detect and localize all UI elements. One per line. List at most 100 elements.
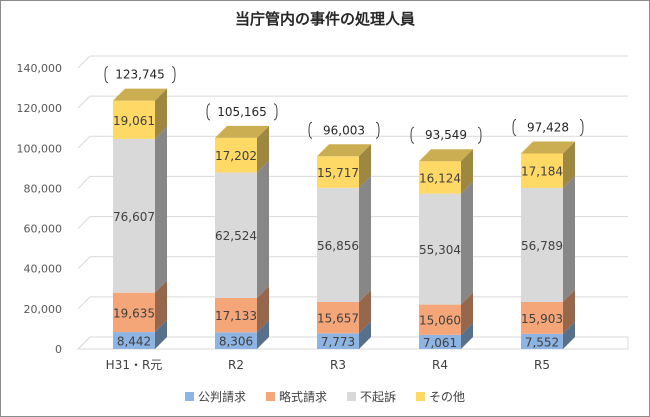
x-tick-label: R2 (228, 358, 244, 372)
bar-segment (521, 333, 563, 349)
gridline (77, 55, 628, 69)
bar-side (257, 320, 269, 349)
data-label: 55,304 (419, 243, 461, 257)
bar-top (215, 125, 269, 138)
bar-segment (521, 187, 563, 302)
total-label-group: 97,428 (512, 118, 584, 136)
legend-label: その他 (429, 390, 466, 404)
bar-side (257, 160, 269, 298)
data-label: 15,717 (317, 166, 359, 180)
bar-side (155, 126, 167, 293)
data-label: 7,061 (423, 336, 457, 350)
bar-segment (113, 332, 155, 349)
x-tick-label: R4 (432, 358, 448, 372)
bar-top (419, 149, 473, 162)
bar-side (155, 88, 167, 139)
total-bracket-right (273, 103, 278, 121)
bar-stack (317, 144, 371, 349)
bar-stack (419, 149, 473, 349)
total-label-group: 96,003 (308, 121, 380, 139)
x-tick-label: H31・R元 (106, 358, 163, 372)
total-label-group: 123,745 (104, 66, 176, 84)
data-label: 17,202 (215, 149, 257, 163)
y-tick-label: 100,000 (17, 142, 63, 155)
total-label: 93,549 (425, 128, 467, 142)
bar-stack (215, 125, 269, 349)
bar-segment (113, 138, 155, 293)
bar-side (563, 141, 575, 188)
legend-item: 公判請求 (184, 388, 246, 405)
data-label: 16,124 (419, 171, 461, 185)
bar-segment (419, 161, 461, 194)
bar-top (113, 88, 167, 101)
data-label: 8,306 (219, 335, 253, 349)
bar-side (155, 320, 167, 349)
bar-segment (317, 333, 359, 349)
gridline (77, 95, 628, 109)
data-label: 7,552 (525, 335, 559, 349)
bar-segment (521, 301, 563, 334)
total-bracket-right (579, 118, 584, 136)
data-label: 56,856 (317, 239, 359, 253)
total-label-group: 93,549 (410, 126, 482, 144)
data-label: 7,773 (321, 335, 355, 349)
legend-swatch (347, 392, 356, 401)
bar-side (461, 149, 473, 194)
bar-side (563, 289, 575, 334)
total-bracket-right (171, 66, 176, 84)
bar-side (155, 280, 167, 333)
data-label: 56,789 (521, 239, 563, 253)
y-tick-label: 40,000 (24, 263, 63, 276)
bar-side (563, 321, 575, 349)
x-tick-label: R3 (330, 358, 346, 372)
bar-stack (113, 88, 167, 349)
legend-item: その他 (416, 388, 465, 405)
bar-top (521, 141, 575, 154)
x-tick-label: R5 (534, 358, 550, 372)
y-tick-label: 80,000 (24, 182, 63, 195)
total-label: 123,745 (115, 68, 165, 82)
total-bracket-left (512, 118, 517, 136)
total-bracket-right (375, 121, 380, 139)
legend-label: 公判請求 (197, 390, 246, 404)
y-tick-label: 20,000 (24, 303, 63, 316)
y-tick-label: 60,000 (24, 223, 63, 236)
legend-label: 不起訴 (360, 390, 397, 404)
bar-side (461, 322, 473, 349)
bar-side (461, 292, 473, 335)
data-label: 76,607 (113, 210, 155, 224)
total-bracket-left (206, 103, 211, 121)
y-tick-label: 120,000 (17, 102, 63, 115)
bar-side (257, 125, 269, 173)
bar-segment (215, 137, 257, 173)
bar-segment (317, 156, 359, 188)
bar-side (359, 321, 371, 349)
bar-segment (215, 332, 257, 349)
bar-side (359, 144, 371, 188)
bar-segment (215, 172, 257, 298)
data-label: 19,061 (113, 114, 155, 128)
total-label: 96,003 (323, 123, 365, 137)
total-label: 97,428 (527, 120, 569, 134)
bar-segment (317, 301, 359, 334)
chart-legend: 公判請求 略式請求 不起訴 その他 (0, 388, 650, 405)
data-label: 15,060 (419, 314, 461, 328)
legend-swatch (416, 392, 426, 401)
total-bracket-right (477, 126, 482, 144)
bar-segment (113, 292, 155, 333)
data-label: 17,184 (521, 165, 563, 179)
total-label: 105,165 (217, 105, 267, 119)
data-label: 17,133 (215, 309, 257, 323)
total-bracket-left (104, 66, 109, 84)
bar-side (359, 289, 371, 334)
total-label-group: 105,165 (206, 103, 278, 121)
data-label: 15,657 (317, 312, 359, 326)
y-tick-label: 0 (55, 343, 62, 356)
data-label: 15,903 (521, 312, 563, 326)
bar-segment (419, 334, 461, 349)
bar-stack (521, 141, 575, 349)
bar-segment (317, 187, 359, 302)
data-label: 19,635 (113, 306, 155, 320)
bar-top (317, 144, 371, 157)
